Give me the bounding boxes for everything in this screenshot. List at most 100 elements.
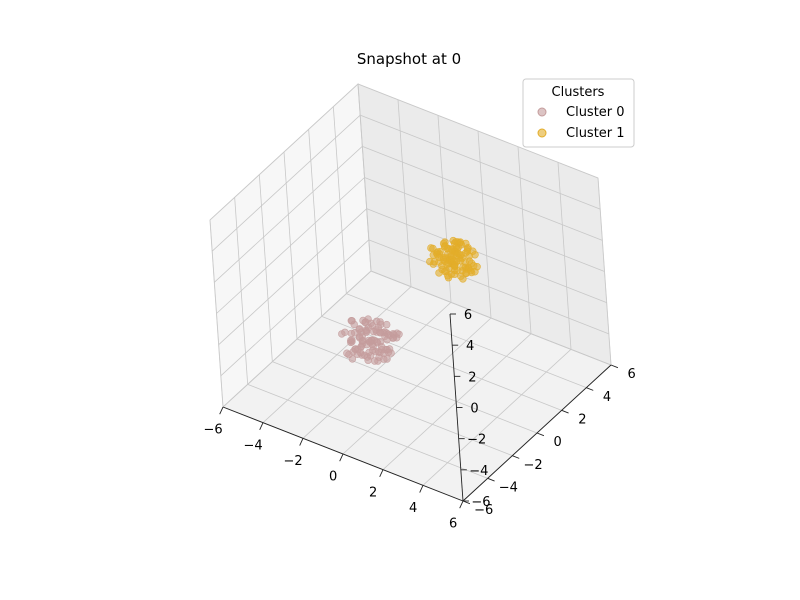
y-tick-label: −4 — [499, 480, 518, 495]
legend-marker-cluster-1 — [537, 128, 547, 138]
y-tick-mark — [586, 387, 594, 391]
point-cluster-1 — [465, 252, 473, 260]
gridline-z-back — [362, 145, 603, 241]
series-cluster-1 — [426, 236, 481, 283]
point-cluster-0 — [376, 328, 384, 336]
gridline-z-back — [370, 270, 612, 366]
legend-box — [522, 78, 635, 148]
point-cluster-1 — [461, 258, 469, 266]
gridline-z-left — [214, 146, 363, 283]
point-cluster-1 — [442, 254, 450, 262]
axes-lines — [219, 313, 619, 509]
z-tick-label: 4 — [466, 339, 474, 354]
point-cluster-0 — [380, 349, 388, 357]
gridline-y-floor — [346, 293, 587, 389]
point-cluster-1 — [459, 275, 467, 283]
point-cluster-0 — [343, 349, 351, 357]
y-tick-label: 0 — [554, 435, 562, 450]
x-tick-label: 6 — [449, 517, 457, 532]
point-cluster-0 — [354, 345, 362, 354]
point-cluster-0 — [348, 338, 356, 346]
y-tick-label: 4 — [603, 390, 611, 405]
gridline-z-back — [360, 114, 601, 210]
x-tick-mark — [259, 422, 264, 431]
y-tick-mark — [462, 500, 471, 505]
legend-label-cluster-0: Cluster 0 — [566, 105, 625, 120]
point-cluster-1 — [427, 244, 435, 252]
point-cluster-1 — [451, 270, 459, 278]
gridline-y-floor — [272, 361, 513, 457]
point-cluster-1 — [450, 239, 459, 247]
gridline-z-left — [209, 83, 359, 221]
legend-title: Clusters — [552, 85, 605, 100]
point-cluster-0 — [383, 320, 391, 329]
point-cluster-1 — [441, 242, 449, 250]
y-tick-mark — [536, 432, 545, 437]
point-cluster-0 — [363, 353, 371, 361]
point-cluster-0 — [381, 332, 389, 340]
point-cluster-1 — [444, 272, 452, 280]
point-cluster-0 — [376, 338, 385, 346]
series-cluster-0 — [338, 315, 403, 365]
z-tick-label: −6 — [471, 495, 490, 510]
point-cluster-1 — [462, 269, 470, 277]
gridline-z-left — [218, 208, 367, 345]
point-cluster-1 — [435, 269, 443, 277]
gridline-z-back — [357, 83, 599, 179]
z-tick-label: 0 — [470, 402, 478, 417]
gridline-z-left — [220, 239, 370, 377]
point-cluster-0 — [359, 336, 367, 345]
gridline-z-back — [364, 177, 605, 272]
x-tick-label: −2 — [284, 454, 303, 469]
y-tick-label: −2 — [523, 458, 542, 473]
point-cluster-0 — [347, 317, 355, 325]
chart-title: Snapshot at 0 — [357, 50, 461, 68]
x-tick-mark — [339, 453, 344, 462]
z-tick-label: −2 — [467, 433, 486, 448]
gridline-y-floor — [247, 383, 488, 479]
x-tick-mark — [459, 500, 464, 509]
point-cluster-0 — [341, 328, 349, 336]
x-tick-label: 2 — [369, 485, 377, 500]
y-tick-label: 6 — [628, 367, 636, 382]
x-tick-label: 0 — [329, 470, 337, 485]
gridline-z-left — [222, 270, 372, 408]
gridline-z-back — [366, 208, 607, 304]
x-tick-mark — [419, 485, 424, 493]
point-cluster-1 — [450, 257, 458, 266]
y-tick-mark — [487, 477, 495, 482]
point-cluster-0 — [368, 340, 377, 348]
y-tick-mark — [561, 409, 569, 414]
gridline-z-left — [211, 114, 361, 252]
point-cluster-0 — [393, 329, 401, 337]
point-cluster-0 — [347, 329, 356, 338]
gridline-z-left — [216, 177, 365, 314]
point-cluster-0 — [348, 355, 357, 363]
z-tick-label: −4 — [469, 464, 488, 479]
y-tick-mark — [512, 455, 520, 459]
x-tick-mark — [299, 438, 304, 446]
point-cluster-1 — [448, 246, 456, 254]
x-tick-label: 4 — [409, 501, 417, 516]
z-tick-label: 2 — [468, 370, 476, 385]
x-tick-mark — [219, 406, 224, 415]
gridline-y-floor — [296, 338, 538, 434]
legend: Clusters Cluster 0 Cluster 1 — [522, 78, 635, 148]
point-cluster-1 — [426, 257, 434, 266]
point-cluster-0 — [359, 316, 367, 325]
point-cluster-0 — [371, 357, 379, 365]
tick-labels: −6 −4 −2 0 2 4 6 −6 −4 −2 0 2 4 6 −6 −4 −2 0 2 4 6 — [204, 308, 636, 532]
point-cluster-1 — [443, 260, 451, 268]
x-tick-label: −4 — [244, 438, 263, 453]
scatter-points — [338, 236, 481, 365]
y-tick-label: −6 — [474, 503, 493, 518]
legend-marker-cluster-0 — [537, 107, 547, 117]
legend-label-cluster-1: Cluster 1 — [566, 126, 625, 141]
gridline-z-back — [368, 239, 609, 335]
z-tick-label: 6 — [464, 308, 472, 323]
x-tick-label: −6 — [204, 423, 223, 438]
x-tick-mark — [379, 469, 384, 478]
y-tick-label: 2 — [578, 412, 586, 427]
y-tick-mark — [610, 364, 619, 369]
